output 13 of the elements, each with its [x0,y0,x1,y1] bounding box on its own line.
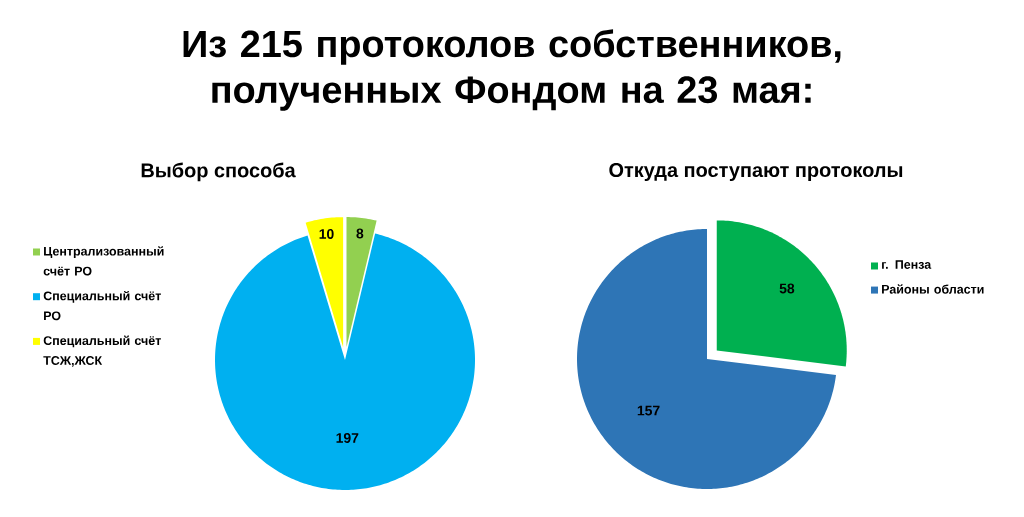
data-label: 197 [336,433,359,443]
legend-label: Районы области [882,284,984,294]
data-label: 10 [319,229,334,239]
data-label: 157 [637,405,660,416]
chart-title: Откуда поступают протоколы [609,162,903,182]
chart-title: Из 215 протоколов собственников, полученных Фондом на 23 мая: [183,29,841,111]
legend-label: Специальный счёт РО [43,290,161,321]
legend-label: г. Пенза [882,260,932,269]
chart-subtitle: Выбор способа [141,162,296,182]
legend-label: Централизованный счёт РО [43,246,164,276]
data-label: 58 [779,283,795,294]
legend-label: Специальный счёт ТСЖ,ЖСК [43,335,161,367]
data-label: 8 [356,228,364,239]
